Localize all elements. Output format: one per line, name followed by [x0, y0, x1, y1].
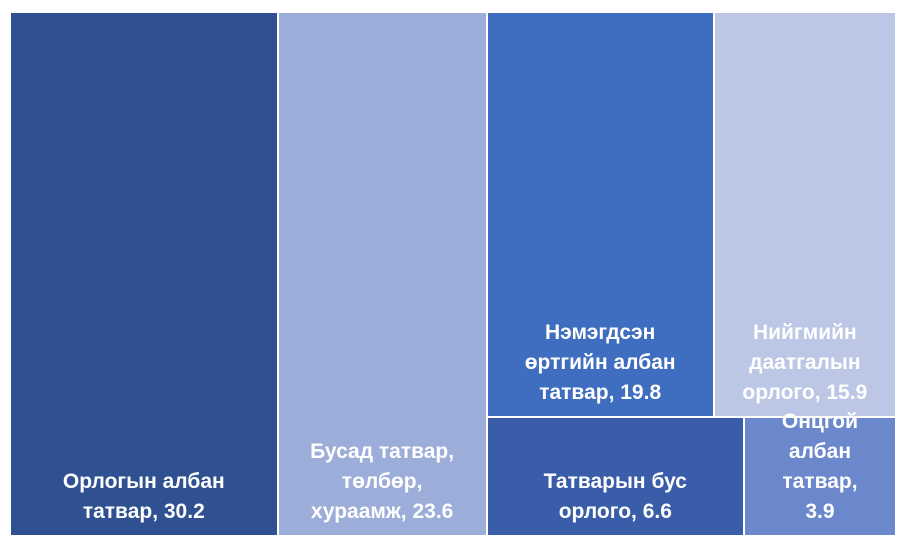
tile: Нийгмийн даатгалын орлого, 15.9 — [713, 12, 896, 417]
tile: Орлогын албан татвар, 30.2 — [10, 12, 278, 536]
tile: Онцгой албан татвар, 3.9 — [743, 410, 896, 536]
tile-label: Онцгой албан татвар, 3.9 — [781, 409, 859, 523]
tile-label: Нийгмийн даатгалын орлого, 15.9 — [742, 320, 868, 404]
tile-label: Нэмэгдсэн өртгийн албан татвар, 19.8 — [524, 320, 676, 404]
tile-label: Татварын бус орлого, 6.6 — [543, 469, 687, 523]
tile-label: Бусад татвар, төлбөр, хураамж, 23.6 — [310, 440, 455, 523]
tile: Бусад татвар, төлбөр, хураамж, 23.6 — [277, 12, 487, 536]
tile-label: Орлогын албан татвар, 30.2 — [62, 470, 225, 523]
tile: Нэмэгдсэн өртгийн албан татвар, 19.8 — [486, 12, 714, 417]
tile: Татварын бус орлого, 6.6 — [486, 416, 744, 536]
